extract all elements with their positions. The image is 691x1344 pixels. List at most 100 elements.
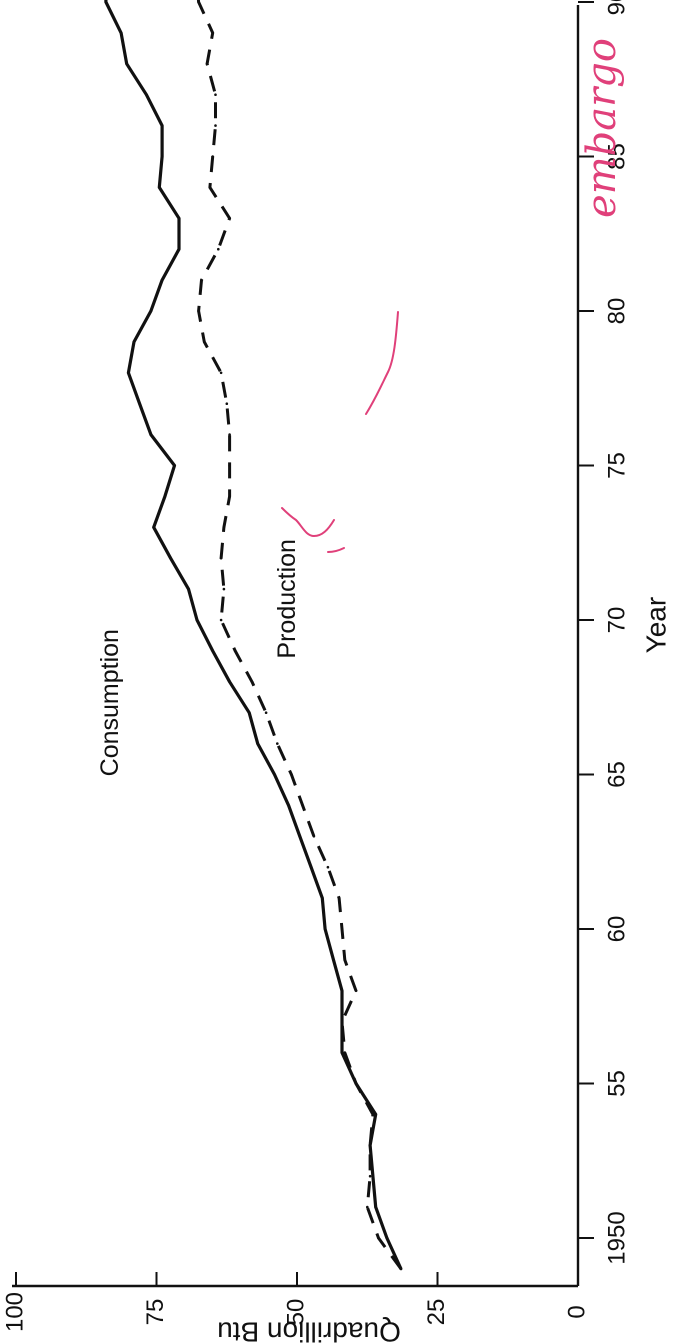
pen-stroke-lower [281,507,335,538]
x-tick-label: 55 [603,1070,630,1097]
chart-labels: Year Quadrillion Btu Consumption Product… [96,539,671,1344]
consumption-point [298,835,302,838]
y-tick-label: 50 [282,1299,309,1326]
consumption-point [145,93,148,96]
y-tick-label: 25 [423,1299,450,1326]
chart-axes [12,5,580,1288]
consumption-point [287,804,290,807]
consumption-point [323,927,327,931]
consumption-point [332,958,335,962]
x-tick-label: 70 [603,607,630,634]
consumption-point [374,1205,378,1209]
production-point [337,896,341,900]
x-tick-label: 1950 [603,1211,630,1264]
pen-stroke-small [327,547,345,553]
consumption-point [104,0,108,4]
production-point [377,1236,380,1240]
production-point [340,1020,344,1023]
production-point [228,464,231,467]
production-point [225,402,229,406]
consumption-point [163,495,167,498]
production-point [211,155,214,158]
production-point [250,680,254,684]
production-point [219,371,223,375]
consumption-point [177,247,181,251]
production-point [276,742,279,745]
production-point [197,0,200,4]
consumption-point [321,896,324,900]
series-layer [104,0,403,1271]
consumption-point [138,402,141,406]
y-ticks: 0 25 50 75 100 [1,1272,590,1332]
production-point [219,618,223,622]
consumption-point [127,371,130,375]
production-point [197,309,200,313]
production-point [264,711,268,714]
production-point [203,340,206,344]
consumption-point [211,649,214,653]
x-tick-label: 65 [603,761,630,788]
x-ticks: 1950 55 60 65 70 75 80 85 90 [578,0,630,1265]
pen-stroke-upper [365,311,399,415]
production-point [208,186,212,189]
production-point [214,124,217,127]
production-point [343,1051,347,1054]
consumption-point [309,865,313,869]
production-point [214,93,217,96]
y-tick-label: 75 [142,1299,169,1326]
consumption-point [125,62,128,66]
production-point [371,1113,375,1116]
x-tick-label: 90 [603,0,630,15]
y-tick-label: 0 [563,1305,590,1318]
consumption-point [173,464,176,467]
production-point [301,804,304,807]
production-point [217,247,220,251]
production-point [354,989,358,993]
production-point [228,433,231,436]
consumption-point [149,433,153,436]
production-series-label: Production [273,539,301,659]
production-point [354,1082,358,1085]
consumption-point [119,31,123,35]
production-point [233,649,237,653]
consumption-point [256,742,260,745]
consumption-point [169,556,172,560]
production-point [368,1144,372,1147]
x-tick-label: 80 [603,298,630,325]
production-point [399,1267,403,1271]
consumption-point [160,155,164,158]
consumption-point [385,1236,389,1240]
consumption-point [340,989,344,993]
production-point [343,958,347,962]
x-axis-title: Year [640,597,671,654]
production-point [228,495,231,498]
consumption-point [160,278,164,282]
x-tick-label: 75 [603,452,630,479]
consumption-point [187,587,190,591]
embargo-note: embargo [579,38,625,218]
production-point [200,278,203,282]
consumption-point [160,124,164,127]
consumption-point [247,711,251,714]
consumption-point [149,309,153,313]
x-tick-label: 85 [603,143,630,170]
consumption-point [374,1113,378,1116]
consumption-point [371,1174,375,1178]
handwritten-annotation: embargo [281,38,625,553]
production-point [368,1174,372,1178]
production-line [196,0,403,1270]
x-tick-label: 60 [603,916,630,943]
y-tick-label: 100 [1,1292,28,1332]
production-point [219,556,223,560]
consumption-point [132,340,136,344]
y-axis-title: Quadrillion Btu [217,1317,401,1344]
production-point [228,217,231,220]
production-point [290,773,293,776]
production-point [312,835,316,838]
production-point [222,526,226,529]
production-point [211,31,214,35]
consumption-point [340,1051,344,1054]
production-point [205,62,209,66]
consumption-point [228,680,231,684]
